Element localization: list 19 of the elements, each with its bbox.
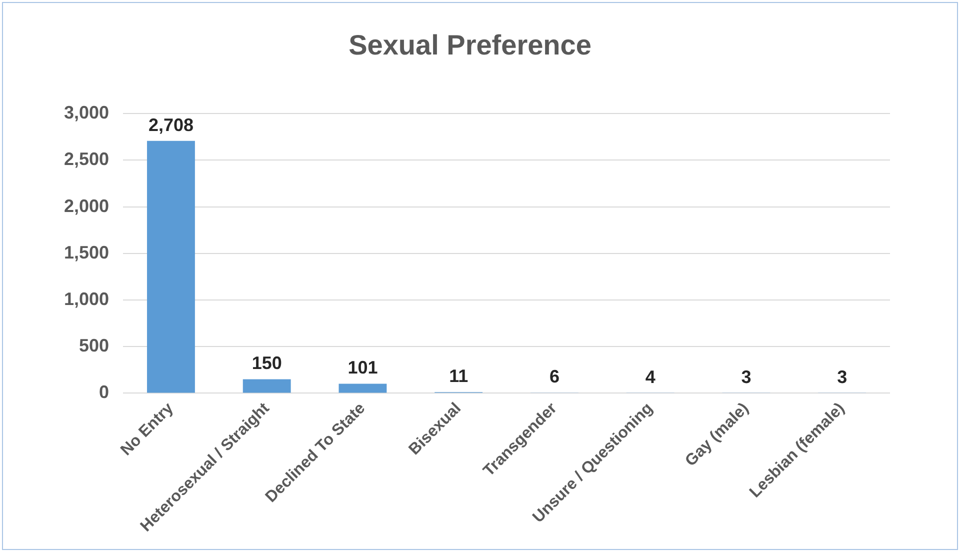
bar — [147, 140, 195, 393]
y-tick-label: 2,000 — [64, 196, 110, 216]
data-label: 4 — [645, 366, 656, 387]
y-tick-label: 1,500 — [64, 242, 110, 262]
data-label: 101 — [348, 358, 378, 378]
bar — [242, 379, 291, 393]
data-label: 3 — [741, 366, 752, 387]
data-label: 11 — [449, 366, 468, 386]
chart-title: Sexual Preference — [348, 30, 592, 61]
data-label: 150 — [252, 353, 282, 374]
y-tick-label: 500 — [78, 336, 110, 356]
data-label: 2,708 — [148, 114, 194, 135]
y-tick-label: 2,500 — [64, 149, 110, 170]
y-tick-label: 0 — [99, 382, 110, 402]
data-label: 6 — [549, 366, 560, 387]
y-tick-label: 3,000 — [64, 102, 110, 123]
data-label: 3 — [837, 366, 848, 387]
y-tick-label: 1,000 — [64, 288, 110, 309]
bar — [338, 384, 387, 393]
